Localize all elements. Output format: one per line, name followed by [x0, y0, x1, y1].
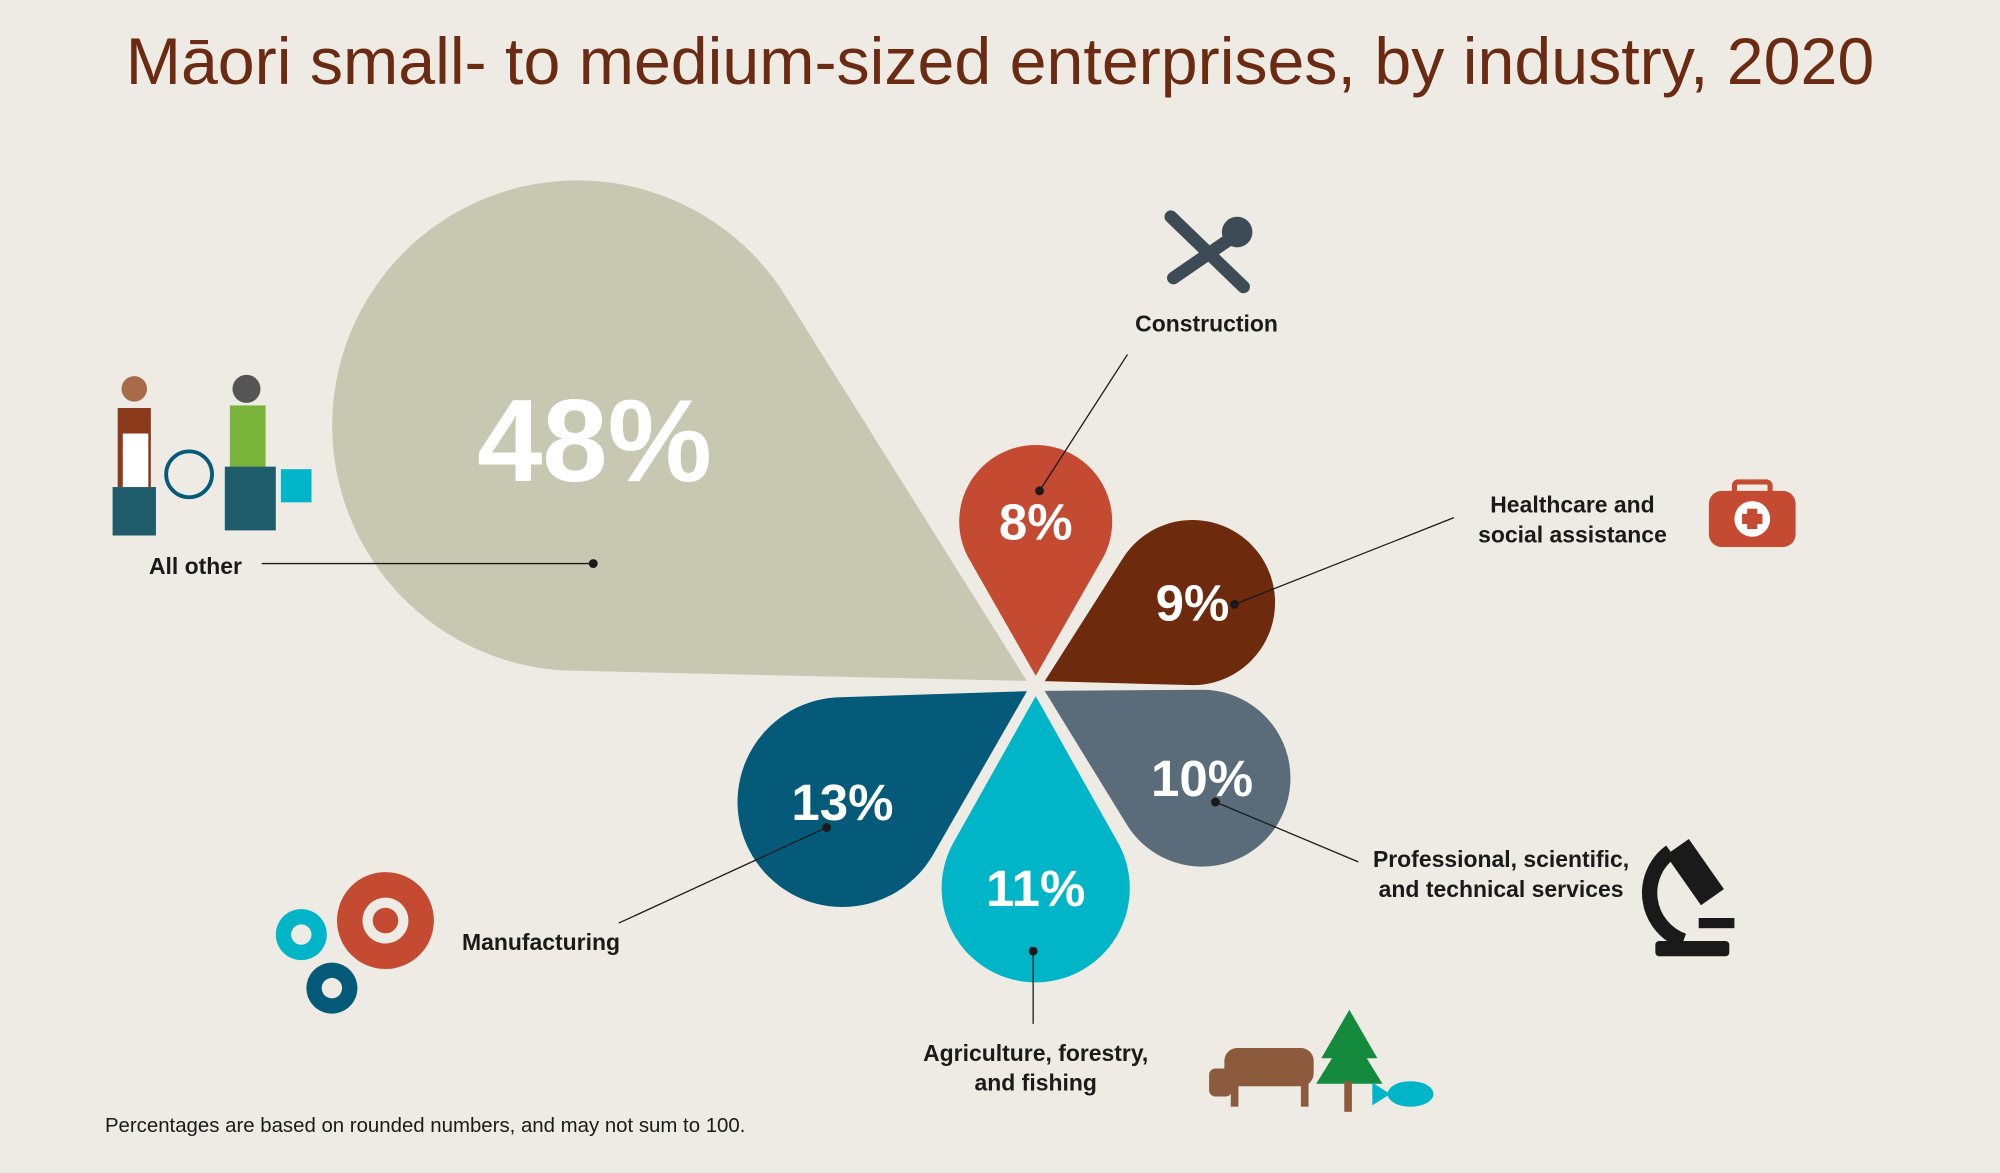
category-label: Construction [1135, 311, 1278, 337]
leader-dot [1028, 946, 1038, 956]
icon-people [112, 374, 312, 536]
icon-farm [1209, 1009, 1434, 1112]
leader-line [1234, 517, 1455, 605]
petal [1044, 520, 1276, 686]
value-label: 10% [1151, 750, 1253, 807]
category-label: Healthcare and social assistance [1478, 492, 1667, 548]
petal [332, 180, 1027, 681]
icon-tools [1164, 210, 1253, 294]
value-label: 11% [986, 860, 1085, 917]
value-label: 9% [1156, 574, 1230, 631]
chart-title: Māori small- to medium-sized enterprises… [126, 25, 1875, 99]
leader-dot [1230, 599, 1240, 609]
petal [737, 691, 1027, 907]
value-label: 8% [999, 493, 1073, 550]
leader-line [1215, 801, 1359, 863]
petals [332, 180, 1291, 983]
category-label: Agriculture, forestry, and fishing [923, 1040, 1148, 1096]
value-label: 13% [791, 774, 893, 831]
petal [941, 696, 1130, 983]
category-label: Professional, scientific, and technical s… [1373, 846, 1629, 902]
leader-dot [1035, 486, 1044, 496]
value-label: 48% [477, 375, 712, 506]
category-label: Manufacturing [462, 929, 620, 955]
petal [959, 444, 1113, 676]
petal [1044, 689, 1291, 867]
icon-medkit [1708, 479, 1796, 547]
icon-gears [275, 872, 434, 1014]
leader-line [1038, 354, 1129, 492]
leader-dot [1211, 797, 1220, 807]
leader-dot [588, 559, 598, 569]
category-label: All other [149, 553, 242, 579]
leader-dot [822, 823, 832, 832]
icon-microscope [1642, 838, 1735, 957]
footnote: Percentages are based on rounded numbers… [105, 1115, 745, 1137]
leader-line [618, 826, 827, 924]
